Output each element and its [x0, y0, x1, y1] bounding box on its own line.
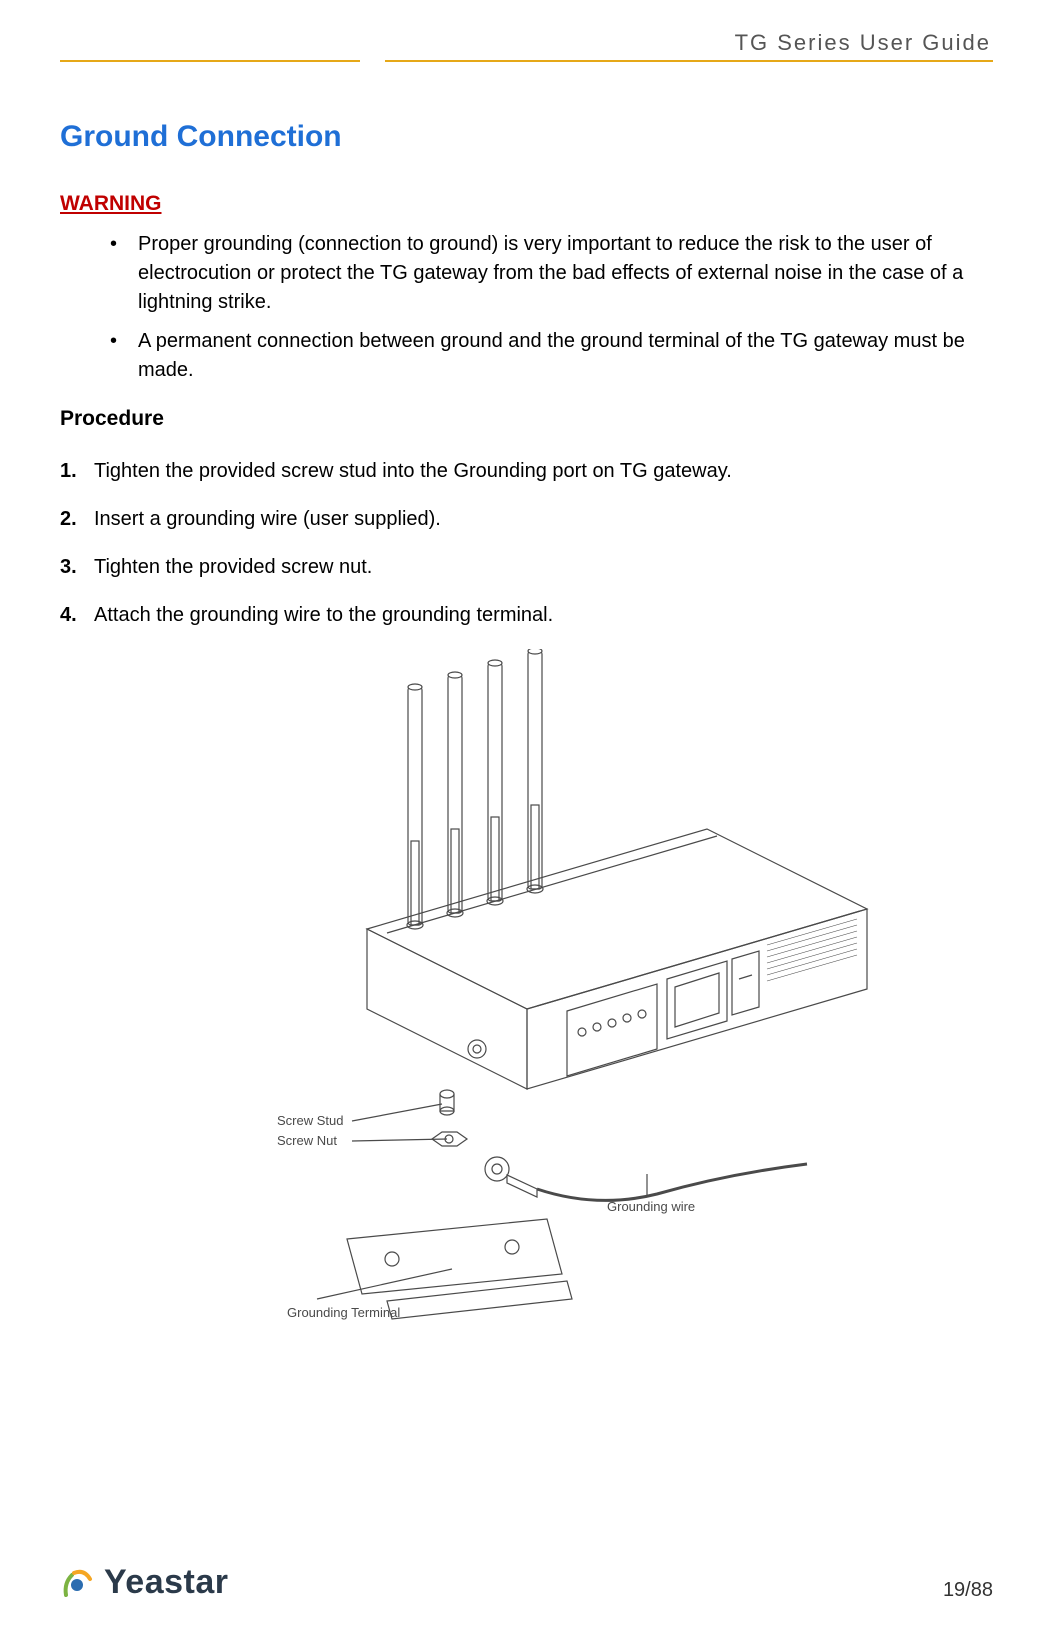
procedure-steps: 1. Tighten the provided screw stud into …	[60, 457, 993, 629]
warning-bullet-item: Proper grounding (connection to ground) …	[110, 230, 993, 317]
device-illustration: Screw Stud Screw Nut Grounding wire Grou…	[167, 649, 887, 1349]
header-rule-right	[385, 60, 993, 62]
label-grounding-terminal: Grounding Terminal	[287, 1305, 400, 1320]
section-title: Ground Connection	[60, 120, 993, 154]
label-screw-stud: Screw Stud	[277, 1113, 343, 1128]
page-footer: Yeastar 19/88	[60, 1563, 993, 1602]
header-rule-left	[60, 60, 360, 62]
label-grounding-wire: Grounding wire	[607, 1199, 695, 1214]
procedure-step: 4. Attach the grounding wire to the grou…	[60, 601, 993, 629]
label-screw-nut: Screw Nut	[277, 1133, 337, 1148]
page-number: 19/88	[943, 1579, 993, 1602]
warning-label: WARNING	[60, 192, 993, 216]
page-header: TG Series User Guide	[60, 30, 993, 62]
step-text: Attach the grounding wire to the groundi…	[94, 601, 993, 629]
step-number: 1.	[60, 457, 94, 485]
step-number: 3.	[60, 553, 94, 581]
step-text: Insert a grounding wire (user supplied).	[94, 505, 993, 533]
brand-logo: Yeastar	[60, 1563, 229, 1602]
procedure-step: 3. Tighten the provided screw nut.	[60, 553, 993, 581]
procedure-step: 1. Tighten the provided screw stud into …	[60, 457, 993, 485]
warning-bullets: Proper grounding (connection to ground) …	[110, 230, 993, 385]
warning-bullet-item: A permanent connection between ground an…	[110, 327, 993, 385]
logo-icon	[60, 1565, 96, 1601]
step-number: 2.	[60, 505, 94, 533]
step-text: Tighten the provided screw nut.	[94, 553, 993, 581]
step-text: Tighten the provided screw stud into the…	[94, 457, 993, 485]
procedure-label: Procedure	[60, 407, 993, 431]
document-title: TG Series User Guide	[735, 30, 993, 56]
procedure-step: 2. Insert a grounding wire (user supplie…	[60, 505, 993, 533]
brand-name: Yeastar	[104, 1563, 229, 1602]
device-figure: Screw Stud Screw Nut Grounding wire Grou…	[60, 649, 993, 1349]
step-number: 4.	[60, 601, 94, 629]
header-right: TG Series User Guide	[385, 30, 993, 62]
